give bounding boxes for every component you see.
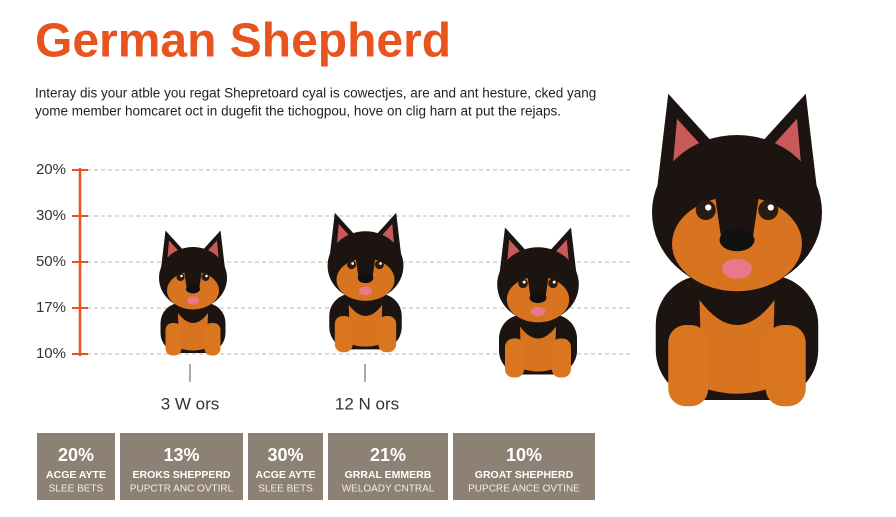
puppy-image — [159, 230, 227, 356]
card-value: 21% — [370, 445, 406, 465]
y-label: 17% — [36, 299, 66, 316]
card-value: 20% — [58, 445, 94, 465]
card-value: 13% — [163, 445, 199, 465]
x-label: 12 N ors — [335, 394, 399, 413]
stat-card — [328, 433, 448, 500]
card-value: 30% — [267, 445, 303, 465]
subtitle: yome member homcaret oct in dugefit the … — [35, 104, 561, 119]
puppy-image — [327, 212, 404, 353]
card-value: 10% — [506, 445, 542, 465]
y-label: 20% — [36, 161, 66, 178]
card-line: EROKS SHEPPERD — [132, 469, 230, 481]
stat-card — [120, 433, 243, 500]
card-line: GROAT SHEPHERD — [475, 469, 574, 481]
card-line: PUPCTR ANC OVTIRL — [130, 484, 234, 495]
card-line: GRRAL EMMERB — [345, 469, 432, 481]
stat-card — [248, 433, 323, 500]
card-line: PUPCRE ANCE OVTINE — [468, 484, 580, 495]
card-line: SLEE BETS — [258, 484, 313, 495]
title: German Shepherd — [35, 15, 451, 68]
y-label: 10% — [36, 345, 66, 362]
stat-card — [37, 433, 115, 500]
stat-card — [453, 433, 595, 500]
puppy-image — [497, 227, 579, 378]
card-line: ACGE AYTE — [256, 469, 316, 481]
card-line: WELOADY CNTRAL — [342, 484, 435, 495]
card-line: ACGE AYTE — [46, 469, 106, 481]
subtitle: Interay dis your atble you regat Shepret… — [35, 86, 596, 101]
puppy-image — [652, 93, 822, 407]
card-line: SLEE BETS — [49, 484, 104, 495]
y-label: 50% — [36, 253, 66, 270]
x-label: 3 W ors — [161, 394, 220, 413]
y-label: 30% — [36, 207, 66, 224]
